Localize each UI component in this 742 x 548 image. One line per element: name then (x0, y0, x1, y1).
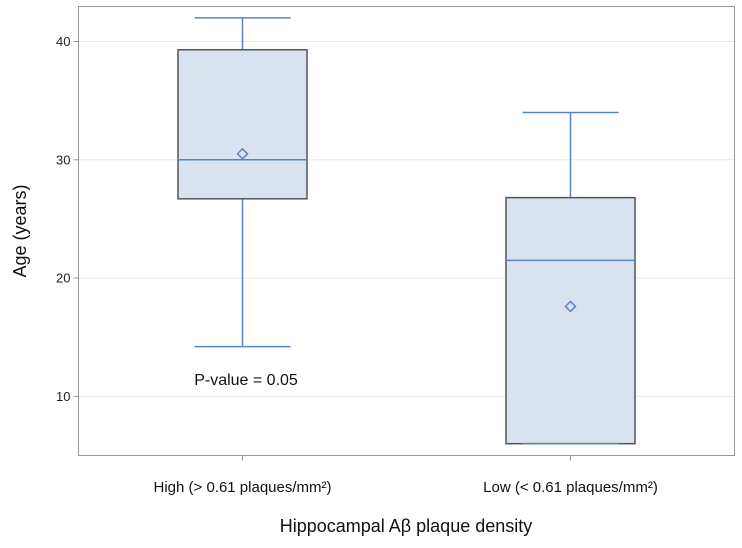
x-axis-ticks: High (> 0.61 plaques/mm²) Low (< 0.61 pla… (154, 455, 658, 496)
p-value-annotation: P-value = 0.05 (194, 372, 298, 389)
y-axis-label: Age (years) (10, 184, 30, 277)
box-high (177, 17, 308, 348)
y-tick-label: 30 (56, 152, 70, 167)
y-tick-label: 10 (56, 389, 70, 404)
iqr-box (177, 49, 308, 200)
x-axis-label: Hippocampal Aβ plaque density (280, 516, 533, 536)
plot-frame (78, 6, 735, 456)
boxes (177, 17, 636, 445)
box-low (505, 111, 636, 445)
y-tick-label: 40 (56, 34, 70, 49)
gridlines (78, 40, 735, 397)
iqr-box (505, 196, 636, 445)
mean-marker (236, 147, 249, 160)
y-axis-ticks: 10 20 30 40 (56, 34, 79, 404)
x-tick-label: High (> 0.61 plaques/mm²) (154, 479, 332, 496)
x-tick-label: Low (< 0.61 plaques/mm²) (483, 479, 658, 496)
mean-marker (564, 300, 577, 313)
y-tick-label: 20 (56, 271, 70, 286)
